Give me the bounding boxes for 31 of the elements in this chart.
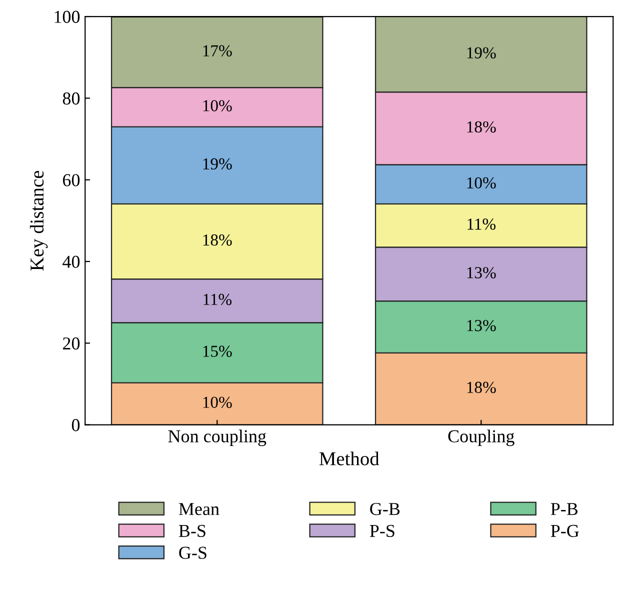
data-label: 10% <box>203 396 232 408</box>
legend-label: P-S <box>370 524 394 538</box>
data-label: 10% <box>203 100 232 112</box>
data-label: 18% <box>203 234 232 246</box>
legend-label: Mean <box>178 503 220 516</box>
y-tick-label: 20 <box>62 337 80 350</box>
y-tick-label: 100 <box>54 10 80 23</box>
x-axis-title: Method <box>319 452 380 466</box>
x-tick-label: Non coupling <box>168 430 266 446</box>
legend-label: G-S <box>179 546 206 559</box>
legend-label: G-B <box>370 502 400 516</box>
data-label: 15% <box>203 346 232 357</box>
data-label: 13% <box>467 267 496 278</box>
data-label: 11% <box>204 294 232 306</box>
legend-label: P-G <box>550 524 579 538</box>
y-tick-label: 40 <box>62 256 80 268</box>
x-tick-label: Coupling <box>448 430 514 446</box>
data-label: 19% <box>467 47 496 59</box>
data-label: 18% <box>467 382 496 394</box>
y-tick-label: 0 <box>72 419 80 432</box>
data-label: 17% <box>203 45 232 56</box>
data-label: 10% <box>467 177 496 189</box>
y-tick-label: 60 <box>62 174 80 186</box>
data-label: 13% <box>467 320 496 332</box>
y-tick-label: 80 <box>62 92 80 105</box>
data-label: 19% <box>203 158 232 170</box>
legend-label: P-B <box>550 503 578 515</box>
legend-label: B-S <box>178 524 206 538</box>
y-axis-title: Key distance <box>30 170 48 271</box>
data-label: 18% <box>467 121 496 133</box>
data-label: 11% <box>468 218 496 230</box>
